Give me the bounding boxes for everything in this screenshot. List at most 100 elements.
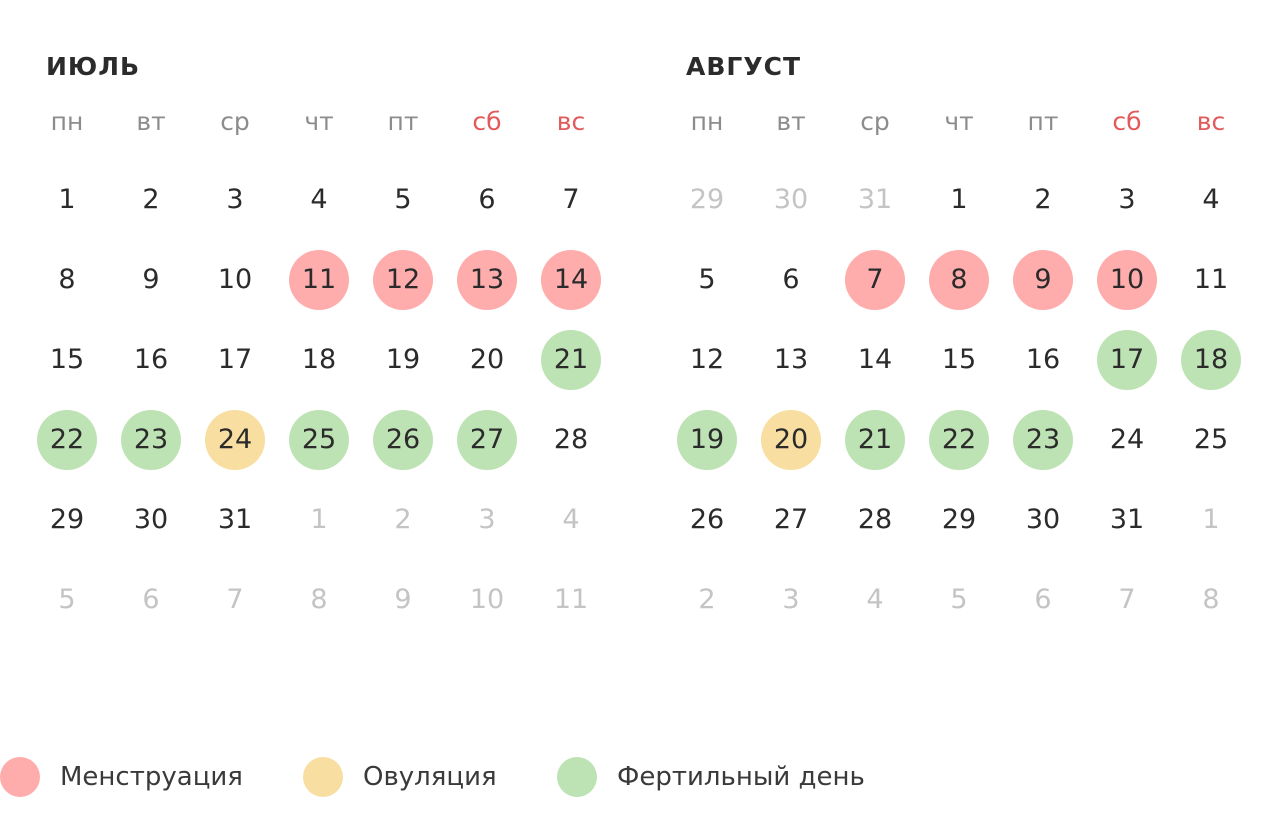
day-number: 10 xyxy=(1109,264,1145,295)
day-cell[interactable]: 24 xyxy=(1085,400,1169,480)
day-cell[interactable]: 16 xyxy=(1001,320,1085,400)
day-cell[interactable]: 7 xyxy=(833,240,917,320)
day-cell[interactable]: 19 xyxy=(361,320,445,400)
day-cell[interactable]: 29 xyxy=(25,480,109,560)
day-number: 9 xyxy=(394,584,412,615)
day-cell[interactable]: 10 xyxy=(193,240,277,320)
day-cell[interactable]: 12 xyxy=(361,240,445,320)
day-cell-other-month[interactable]: 5 xyxy=(25,560,109,640)
day-cell[interactable]: 27 xyxy=(445,400,529,480)
day-cell-other-month[interactable]: 2 xyxy=(665,560,749,640)
day-cell[interactable]: 25 xyxy=(277,400,361,480)
day-cell[interactable]: 17 xyxy=(193,320,277,400)
day-cell[interactable]: 25 xyxy=(1169,400,1253,480)
day-cell[interactable]: 20 xyxy=(749,400,833,480)
day-cell-other-month[interactable]: 5 xyxy=(917,560,1001,640)
day-cell[interactable]: 29 xyxy=(917,480,1001,560)
day-cell-other-month[interactable]: 6 xyxy=(1001,560,1085,640)
menstruation-marker xyxy=(289,250,349,310)
day-cell[interactable]: 4 xyxy=(277,160,361,240)
day-cell[interactable]: 7 xyxy=(529,160,613,240)
day-cell[interactable]: 18 xyxy=(1169,320,1253,400)
day-cell[interactable]: 3 xyxy=(193,160,277,240)
day-cell[interactable]: 11 xyxy=(277,240,361,320)
day-cell[interactable]: 31 xyxy=(1085,480,1169,560)
day-cell[interactable]: 23 xyxy=(1001,400,1085,480)
day-cell[interactable]: 15 xyxy=(917,320,1001,400)
day-cell[interactable]: 28 xyxy=(529,400,613,480)
day-cell[interactable]: 19 xyxy=(665,400,749,480)
day-cell[interactable]: 14 xyxy=(833,320,917,400)
day-cell-other-month[interactable]: 9 xyxy=(361,560,445,640)
day-cell[interactable]: 20 xyxy=(445,320,529,400)
day-number: 11 xyxy=(301,264,337,295)
day-cell[interactable]: 10 xyxy=(1085,240,1169,320)
day-cell-other-month[interactable]: 4 xyxy=(529,480,613,560)
day-cell[interactable]: 2 xyxy=(1001,160,1085,240)
day-cell-other-month[interactable]: 11 xyxy=(529,560,613,640)
day-cell[interactable]: 5 xyxy=(665,240,749,320)
day-number: 4 xyxy=(310,184,328,215)
day-cell[interactable]: 17 xyxy=(1085,320,1169,400)
day-cell[interactable]: 1 xyxy=(917,160,1001,240)
day-cell-other-month[interactable]: 3 xyxy=(445,480,529,560)
day-cell[interactable]: 22 xyxy=(917,400,1001,480)
day-cell[interactable]: 27 xyxy=(749,480,833,560)
day-cell-other-month[interactable]: 3 xyxy=(749,560,833,640)
day-number: 28 xyxy=(857,504,893,535)
day-cell[interactable]: 23 xyxy=(109,400,193,480)
day-cell[interactable]: 30 xyxy=(109,480,193,560)
day-cell[interactable]: 21 xyxy=(833,400,917,480)
day-cell-other-month[interactable]: 10 xyxy=(445,560,529,640)
day-cell-other-month[interactable]: 1 xyxy=(277,480,361,560)
day-cell-other-month[interactable]: 2 xyxy=(361,480,445,560)
day-cell[interactable]: 6 xyxy=(749,240,833,320)
day-cell[interactable]: 26 xyxy=(361,400,445,480)
day-number: 16 xyxy=(1025,344,1061,375)
day-cell[interactable]: 8 xyxy=(25,240,109,320)
day-cell-other-month[interactable]: 31 xyxy=(833,160,917,240)
day-number: 13 xyxy=(773,344,809,375)
day-cell-other-month[interactable]: 29 xyxy=(665,160,749,240)
day-cell-other-month[interactable]: 7 xyxy=(193,560,277,640)
day-cell[interactable]: 18 xyxy=(277,320,361,400)
day-cell[interactable]: 15 xyxy=(25,320,109,400)
day-cell[interactable]: 9 xyxy=(1001,240,1085,320)
day-cell-other-month[interactable]: 6 xyxy=(109,560,193,640)
day-cell[interactable]: 13 xyxy=(749,320,833,400)
fertile-marker xyxy=(677,410,737,470)
day-number: 3 xyxy=(782,584,800,615)
day-cell[interactable]: 9 xyxy=(109,240,193,320)
day-cell-other-month[interactable]: 4 xyxy=(833,560,917,640)
day-cell[interactable]: 13 xyxy=(445,240,529,320)
day-cell-other-month[interactable]: 8 xyxy=(1169,560,1253,640)
day-cell[interactable]: 12 xyxy=(665,320,749,400)
day-cell[interactable]: 16 xyxy=(109,320,193,400)
day-cell-other-month[interactable]: 8 xyxy=(277,560,361,640)
day-cell[interactable]: 22 xyxy=(25,400,109,480)
day-cell[interactable]: 11 xyxy=(1169,240,1253,320)
day-cell[interactable]: 5 xyxy=(361,160,445,240)
day-cell[interactable]: 21 xyxy=(529,320,613,400)
day-cell[interactable]: 14 xyxy=(529,240,613,320)
day-cell[interactable]: 8 xyxy=(917,240,1001,320)
day-number: 7 xyxy=(226,584,244,615)
menstruation-marker xyxy=(373,250,433,310)
day-cell[interactable]: 30 xyxy=(1001,480,1085,560)
day-cell[interactable]: 31 xyxy=(193,480,277,560)
day-cell-other-month[interactable]: 30 xyxy=(749,160,833,240)
day-cell[interactable]: 1 xyxy=(25,160,109,240)
day-cell-other-month[interactable]: 1 xyxy=(1169,480,1253,560)
day-number: 3 xyxy=(226,184,244,215)
day-cell[interactable]: 6 xyxy=(445,160,529,240)
day-number: 4 xyxy=(1202,184,1220,215)
day-cell-other-month[interactable]: 7 xyxy=(1085,560,1169,640)
day-number: 4 xyxy=(866,584,884,615)
day-cell[interactable]: 28 xyxy=(833,480,917,560)
day-cell[interactable]: 2 xyxy=(109,160,193,240)
menstruation-marker xyxy=(541,250,601,310)
day-cell[interactable]: 26 xyxy=(665,480,749,560)
day-cell[interactable]: 3 xyxy=(1085,160,1169,240)
day-cell[interactable]: 4 xyxy=(1169,160,1253,240)
day-cell[interactable]: 24 xyxy=(193,400,277,480)
